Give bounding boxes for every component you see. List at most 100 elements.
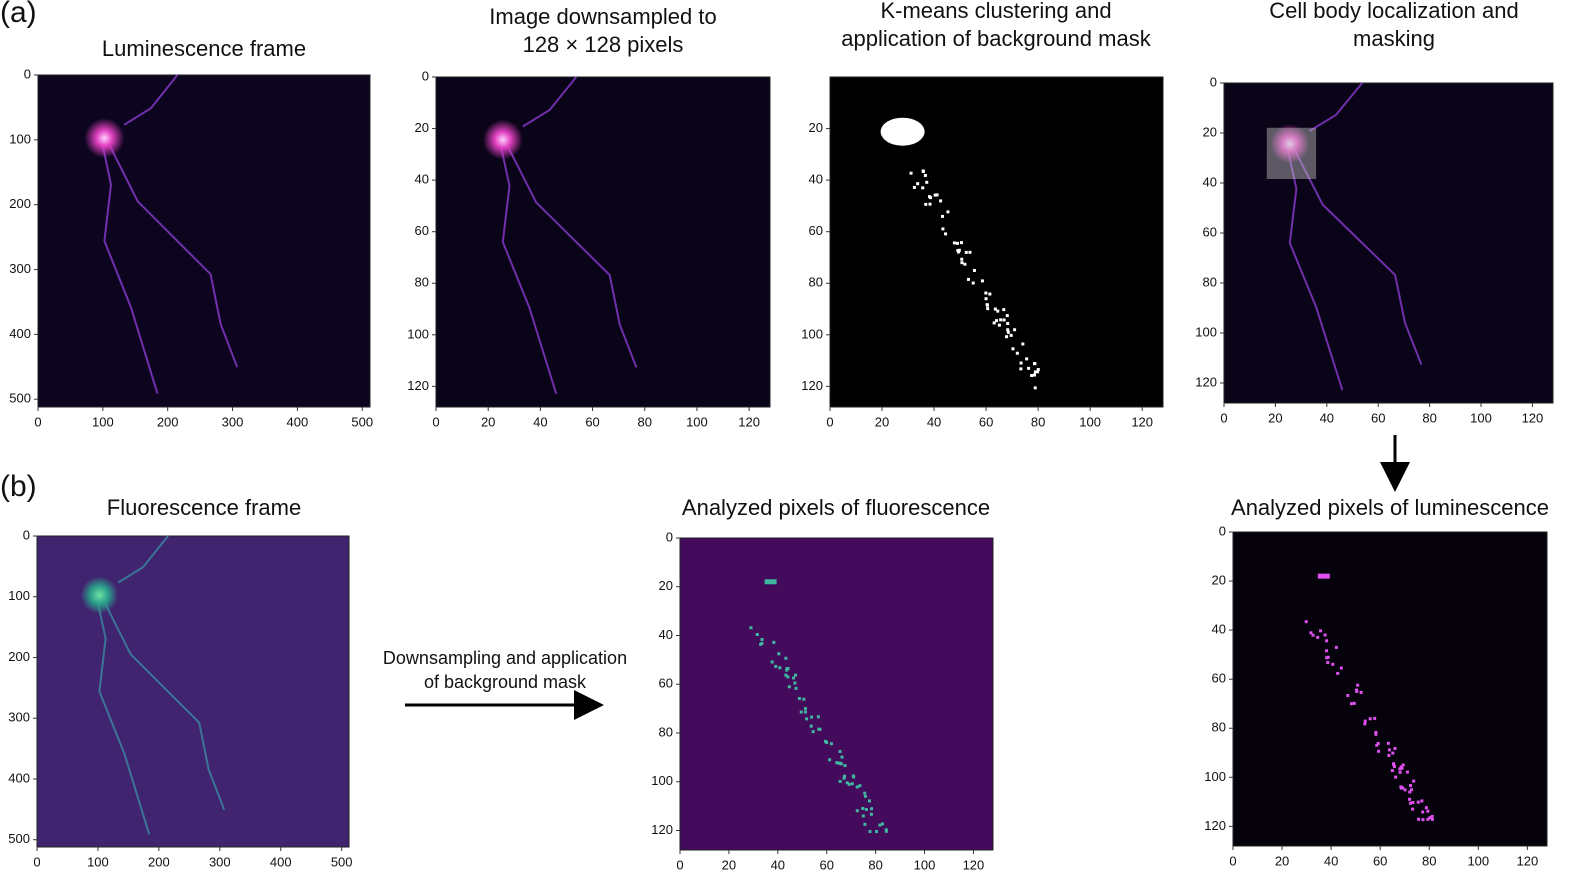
pixel [870, 807, 874, 811]
y-tick-label: 20 [1212, 573, 1226, 588]
x-tick-label: 200 [148, 854, 170, 869]
pixel [843, 764, 847, 768]
pixel [941, 227, 945, 231]
y-tick-label: 200 [8, 649, 30, 664]
pixel [1334, 645, 1338, 649]
x-tick-label: 100 [87, 854, 109, 869]
x-tick-label: 80 [1422, 853, 1436, 868]
x-tick-label: 60 [979, 414, 993, 429]
y-tick-label: 0 [422, 68, 429, 83]
cell-body [1270, 124, 1310, 164]
neurite [522, 76, 578, 128]
pixel [840, 755, 844, 759]
y-tick-label: 100 [407, 326, 429, 341]
x-tick-label: 0 [432, 414, 439, 429]
panel-title: Cell body localization and [1269, 0, 1519, 23]
panel: Analyzed pixels of fluorescence 0 20 40 60 80… [651, 495, 994, 872]
pixel [1021, 342, 1025, 346]
x-tick-label: 60 [819, 857, 833, 872]
pixel [1032, 373, 1036, 377]
image [829, 76, 1164, 408]
pixel [810, 715, 814, 719]
panel-title: K-means clustering and [880, 0, 1111, 23]
x-tick-label: 40 [1324, 853, 1338, 868]
pixel [1430, 817, 1434, 821]
y-tick-label: 120 [407, 378, 429, 393]
pixel [835, 761, 839, 765]
pixel [1390, 769, 1394, 773]
y-tick-label: 400 [9, 326, 31, 341]
pixel [829, 742, 833, 746]
panel-title: application of background mask [841, 26, 1151, 51]
pixel [1398, 767, 1402, 771]
x-tick-label: 40 [1320, 410, 1334, 425]
x-tick-label: 0 [826, 414, 833, 429]
pixel [1309, 631, 1313, 635]
pixel [1363, 719, 1367, 723]
pixel [957, 248, 961, 252]
y-tick-label: 400 [8, 770, 30, 785]
pixel [777, 652, 781, 656]
pixel [928, 195, 932, 199]
panel-title: Analyzed pixels of luminescence [1231, 495, 1549, 520]
pixel [985, 303, 989, 307]
pixel [1403, 788, 1407, 792]
x-tick-label: 400 [287, 414, 309, 429]
pixel [955, 241, 959, 245]
pixel [1355, 688, 1359, 692]
pixel [916, 182, 920, 186]
pixel [1027, 366, 1031, 370]
pixel [1339, 666, 1343, 670]
pixel [971, 281, 975, 285]
pixel [993, 307, 997, 311]
pixel [809, 724, 813, 728]
pixel [799, 710, 803, 714]
pixel [785, 667, 789, 671]
y-tick-label: 300 [9, 261, 31, 276]
pixel [1416, 800, 1420, 804]
pixel [1420, 799, 1424, 803]
image [36, 535, 350, 848]
pixel [999, 318, 1003, 322]
neurite [100, 137, 159, 394]
pixel [1005, 335, 1009, 339]
pixel [1311, 633, 1315, 637]
x-tick-label: 80 [1422, 410, 1436, 425]
pixel [1005, 314, 1009, 318]
x-tick-label: 500 [351, 414, 373, 429]
pixel [1424, 806, 1428, 810]
pixel [968, 250, 972, 254]
y-tick-label: 60 [415, 223, 429, 238]
pixel [868, 830, 872, 834]
y-tick-label: 100 [9, 131, 31, 146]
x-tick-label: 20 [875, 414, 889, 429]
pixel [988, 292, 992, 296]
pixel [803, 710, 807, 714]
x-tick-label: 120 [963, 857, 985, 872]
pixel [984, 291, 988, 295]
pixel [933, 193, 937, 197]
pixel [912, 185, 916, 189]
pixel [1405, 770, 1409, 774]
pixel [1036, 368, 1040, 372]
x-tick-label: 20 [481, 414, 495, 429]
y-tick-label: 500 [9, 391, 31, 406]
pixel [760, 637, 764, 641]
pixel [845, 781, 849, 785]
pixel [1373, 716, 1377, 720]
panel-title: Image downsampled to [489, 4, 716, 29]
image [37, 74, 371, 408]
neurite [101, 597, 226, 811]
pixel [824, 739, 828, 743]
pixel [923, 173, 927, 177]
panel-title: Fluorescence frame [107, 495, 301, 520]
pixel [1375, 743, 1379, 747]
y-tick-label: 0 [666, 529, 673, 544]
panel: Image downsampled to 128 × 128 pixels 0 20 4… [407, 4, 771, 429]
pixel [1033, 362, 1037, 366]
pixel [1428, 816, 1432, 820]
pixel [1352, 701, 1356, 705]
pixel [802, 697, 806, 701]
pixel [946, 210, 950, 214]
pixel [997, 323, 1001, 327]
